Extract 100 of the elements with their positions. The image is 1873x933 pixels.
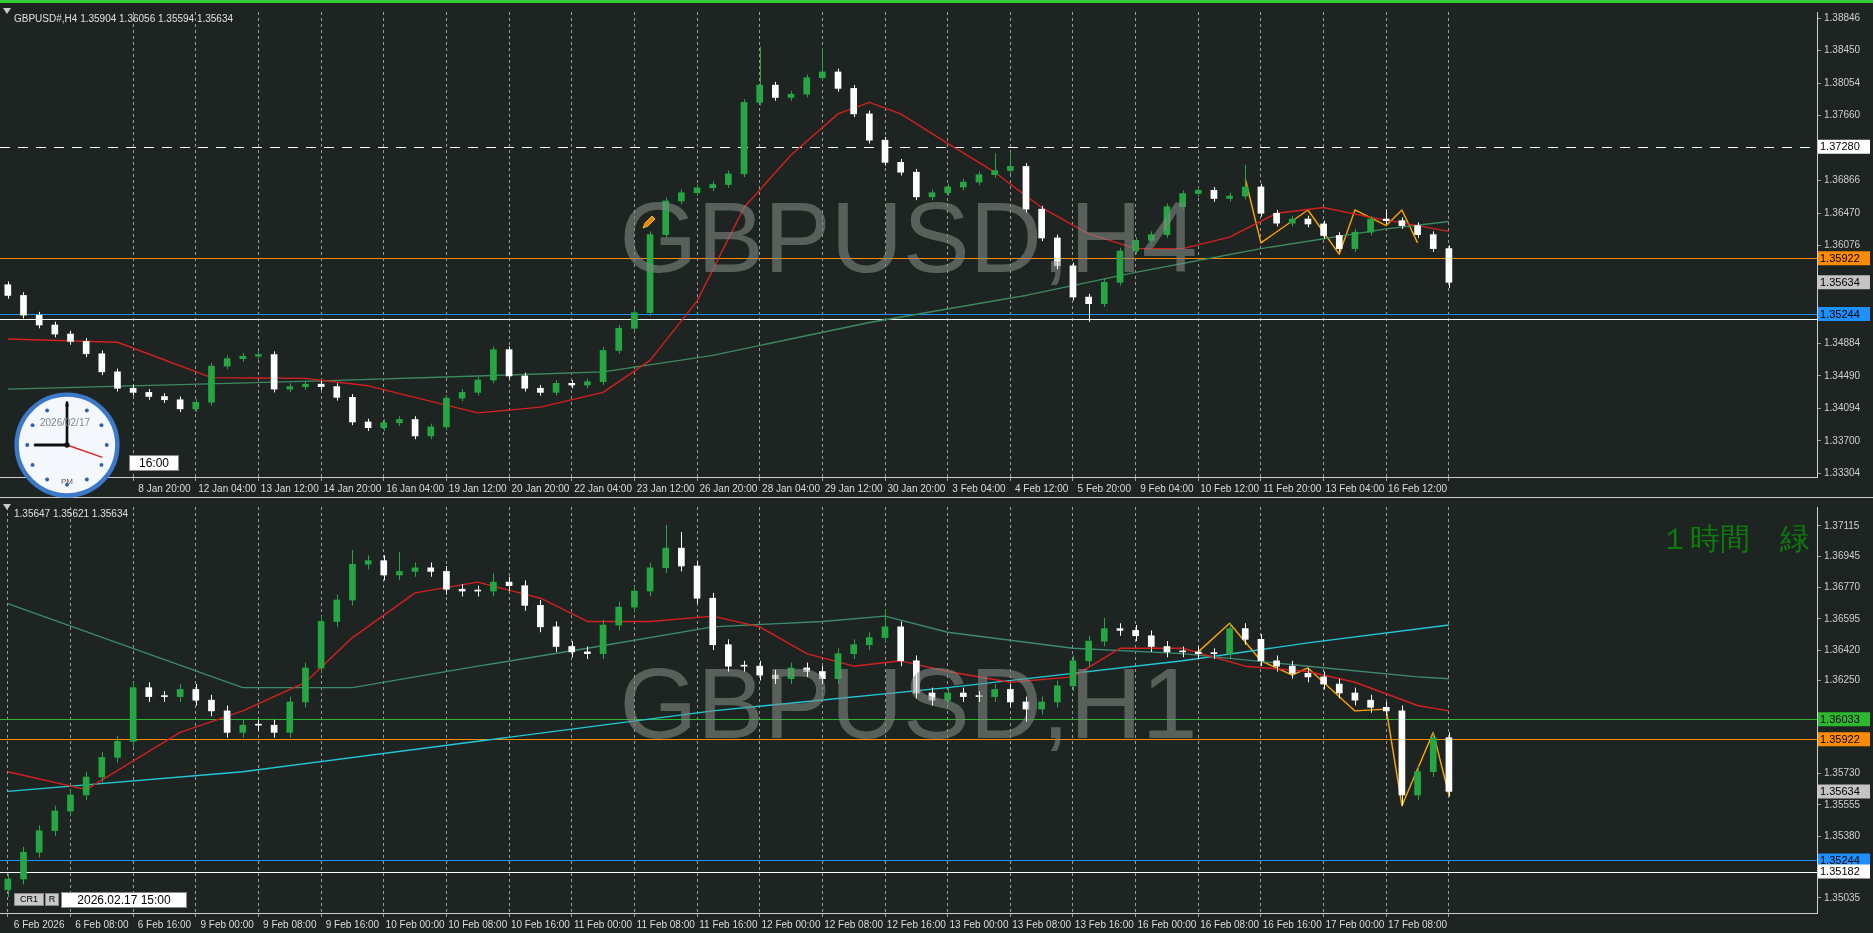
x-tick-label: 12 Feb 08:00 (824, 918, 884, 930)
candlestick (1429, 230, 1437, 253)
candlestick (1116, 622, 1124, 637)
x-tick-label: 11 Feb 00:00 (573, 918, 633, 930)
ref-line-label: 1.35244 (1820, 307, 1860, 320)
ref-line-label: 1.37280 (1820, 140, 1860, 153)
annotation: 16:00 (129, 455, 179, 471)
candlestick (114, 735, 121, 764)
candlestick (1414, 221, 1421, 239)
candlestick (333, 382, 341, 402)
candlestick (1335, 231, 1343, 253)
candlestick (991, 152, 998, 179)
candlestick (380, 554, 388, 581)
candlestick (756, 46, 764, 107)
y-tick-label: 1.38054 (1824, 76, 1861, 88)
text: 1.35634 (1820, 784, 1860, 797)
candlestick (1132, 624, 1139, 642)
candlestick (1367, 694, 1374, 714)
y-tick-label: 1.36076 (1824, 239, 1861, 251)
text: 1.35634 (1820, 275, 1860, 288)
annotation: １時間 緑 (1660, 522, 1810, 555)
candlestick (1273, 654, 1280, 673)
x-tick-label: 6 Feb 2026 (13, 918, 65, 930)
x-tick-label: 13 Feb 04:00 (1325, 482, 1385, 494)
x-tick-label: 9 Feb 16:00 (325, 918, 380, 930)
candlestick (537, 384, 544, 397)
chart-subtitle: GBPUSD#,H4 1.35904 1.36056 1.35594 1.35634 (14, 12, 234, 24)
annotation: R (45, 893, 59, 906)
x-tick-label: 16 Feb 00:00 (1137, 918, 1197, 930)
candlestick (866, 631, 873, 651)
x-tick-label: 11 Feb 08:00 (636, 918, 696, 930)
x-tick-label: 29 Jan 12:00 (824, 482, 884, 494)
candlestick (443, 565, 450, 596)
candlestick (521, 372, 529, 393)
candlestick (897, 158, 904, 176)
y-tick-label: 1.37115 (1824, 519, 1860, 531)
x-tick-label: 13 Feb 08:00 (1012, 918, 1072, 930)
x-tick-label: 5 Feb 20:00 (1077, 482, 1132, 494)
x-tick-label: 14 Jan 20:00 (323, 482, 382, 494)
candlestick (1414, 765, 1421, 801)
y-tick-label: 1.34490 (1824, 369, 1861, 381)
candlestick (333, 594, 341, 628)
x-tick-label: 10 Feb 00:00 (385, 918, 445, 930)
ref-line-label: 1.35922 (1820, 732, 1860, 745)
candlestick (568, 640, 576, 658)
candlestick (1241, 622, 1249, 646)
candlestick (521, 579, 529, 612)
candlestick (161, 392, 168, 404)
y-tick-label: 1.38846 (1824, 11, 1861, 23)
y-tick-label: 1.34094 (1824, 402, 1861, 414)
candlestick (239, 719, 247, 739)
y-tick-label: 1.35555 (1824, 798, 1861, 810)
x-tick-label: 13 Jan 12:00 (260, 482, 320, 494)
annotation: 2026.02.17 15:00 (61, 892, 187, 908)
candlestick (1226, 622, 1233, 660)
annotation: CR1 (14, 893, 44, 906)
candlestick (537, 599, 544, 633)
y-tick-label: 1.36470 (1824, 207, 1861, 219)
y-tick-label: 1.36420 (1824, 643, 1861, 655)
candlestick (1006, 151, 1014, 175)
x-tick-label: 9 Feb 04:00 (1140, 482, 1195, 494)
x-tick-label: 12 Feb 00:00 (761, 918, 821, 930)
y-tick-label: 1.36770 (1824, 581, 1861, 593)
y-tick-label: 1.37660 (1824, 109, 1861, 121)
candlestick (208, 362, 215, 407)
ref-line-label: 1.36033 (1820, 712, 1860, 725)
y-tick-label: 1.36595 (1824, 612, 1861, 624)
x-tick-label: 16 Jan 04:00 (386, 482, 445, 494)
candlestick (1210, 647, 1218, 660)
x-tick-label: 28 Jan 04:00 (762, 482, 821, 494)
x-tick-label: 30 Jan 20:00 (887, 482, 946, 494)
x-tick-label: 3 Feb 04:00 (952, 482, 1007, 494)
x-tick-label: 20 Jan 20:00 (511, 482, 570, 494)
x-tick-label: 23 Jan 12:00 (636, 482, 696, 494)
candlestick (145, 681, 153, 703)
candlestick (631, 308, 638, 333)
y-tick-label: 1.33700 (1824, 434, 1861, 446)
x-tick-label: 11 Feb 20:00 (1263, 482, 1322, 494)
x-tick-label: 9 Feb 00:00 (200, 918, 255, 930)
x-tick-label: 9 Feb 08:00 (263, 918, 317, 930)
candlestick (98, 349, 106, 376)
y-tick-label: 1.33304 (1824, 467, 1861, 479)
candlestick (145, 388, 153, 401)
candlestick (427, 561, 435, 578)
x-tick-label: 10 Feb 08:00 (448, 918, 508, 930)
candlestick (772, 81, 779, 102)
y-tick-label: 1.36250 (1824, 674, 1861, 686)
chart-subtitle: 1.35647 1.35621 1.35634 (14, 507, 129, 519)
x-tick-label: 4 Feb 12:00 (1014, 482, 1069, 494)
candlestick (255, 719, 262, 732)
candlestick (490, 345, 497, 384)
candlestick (380, 418, 388, 432)
ref-line-label: 1.35922 (1820, 251, 1860, 264)
x-tick-label: 12 Jan 04:00 (198, 482, 257, 494)
candlestick (286, 696, 294, 739)
candlestick (474, 376, 482, 397)
x-tick-label: 13 Feb 16:00 (1074, 918, 1135, 930)
y-tick-label: 1.38450 (1824, 44, 1861, 56)
x-tick-label: 22 Jan 04:00 (574, 482, 633, 494)
x-tick-label: 17 Feb 08:00 (1388, 918, 1448, 930)
